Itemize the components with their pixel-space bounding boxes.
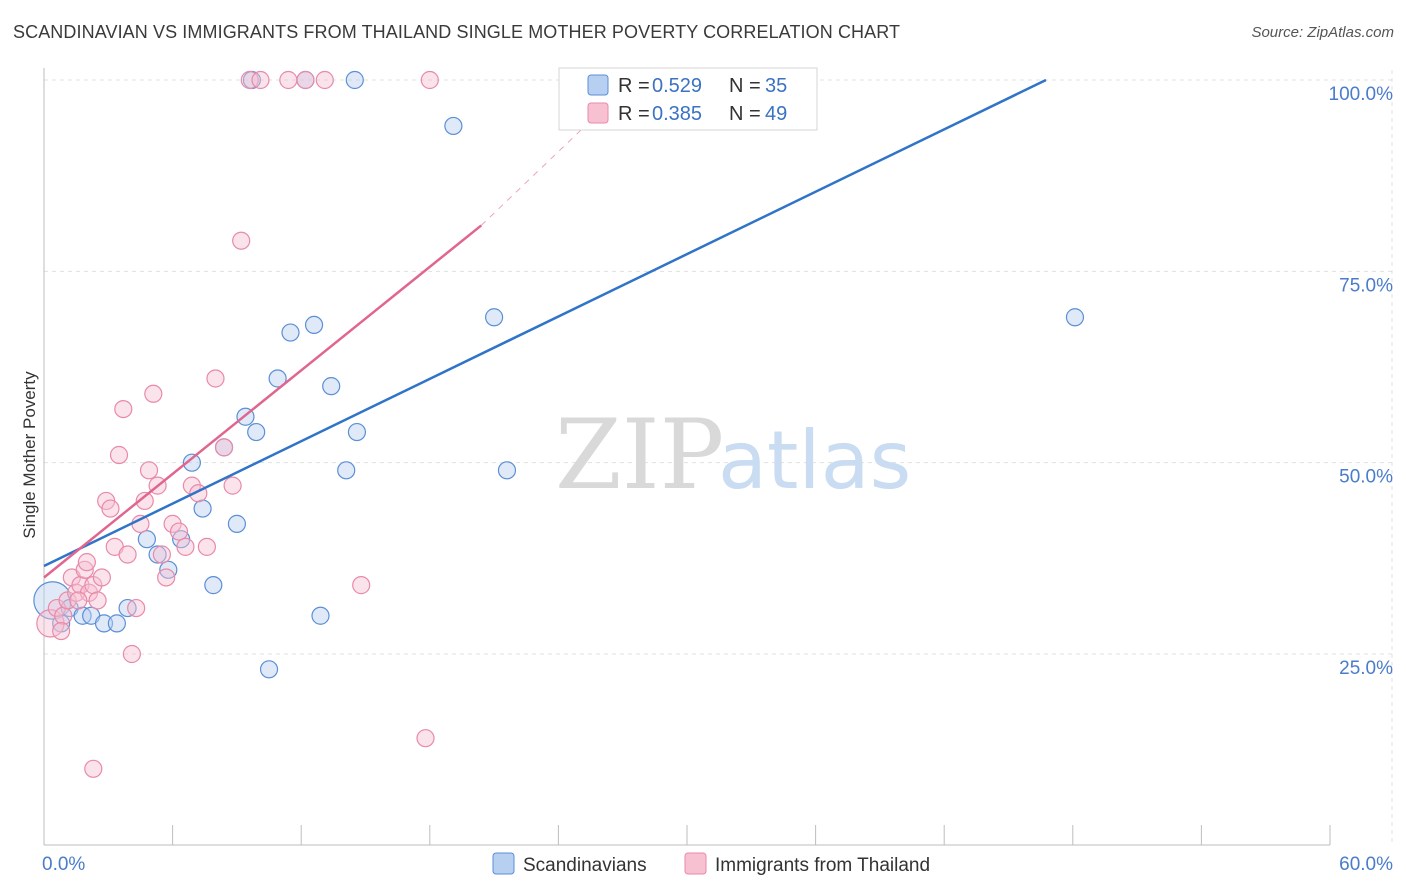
thailand-point	[88, 591, 107, 610]
scandinavian-point	[497, 461, 517, 480]
thailand-point	[296, 70, 315, 90]
legend-r-value: 0.529	[652, 75, 702, 97]
thailand-point	[54, 606, 73, 625]
y-tick-label: 25.0%	[1339, 658, 1393, 679]
thailand-point	[69, 591, 88, 610]
scandinavian-point	[311, 606, 330, 625]
scandinavian-point	[204, 576, 223, 595]
scandinavian-point	[227, 514, 246, 533]
thailand-point	[176, 537, 195, 556]
thailand-point	[169, 522, 189, 541]
scandinavian-point	[193, 499, 212, 518]
watermark: ZIP atlas	[555, 399, 911, 511]
y-tick-labels: 25.0% 50.0% 75.0% 100.0%	[1329, 84, 1394, 679]
thailand-point	[197, 537, 216, 556]
scandinavian-point	[148, 545, 167, 564]
thailand-point	[114, 399, 133, 419]
thailand-point	[214, 438, 234, 457]
legend-r-label: R =	[618, 103, 650, 125]
x-tick-label: 60.0%	[1339, 854, 1393, 875]
y-tick-label: 100.0%	[1329, 84, 1394, 105]
bottom-legend: Scandinavians Immigrants from Thailand	[492, 852, 930, 876]
thailand-point	[84, 759, 103, 778]
bottom-legend-label-thailand: Immigrants from Thailand	[715, 855, 930, 876]
thailand-point	[157, 568, 176, 587]
scandinavian-point	[304, 315, 324, 335]
thailand-point	[416, 729, 435, 748]
thailand-point	[223, 476, 242, 495]
legend: R = 0.529 N = 35 R = 0.385 N = 49	[558, 67, 818, 131]
thailand-point	[135, 491, 154, 511]
thailand-point	[152, 545, 171, 564]
thailand-point	[92, 568, 111, 587]
legend-r-label: R =	[618, 75, 650, 97]
series-immigrants-from-thailand	[36, 70, 439, 778]
bottom-legend-swatch-blue	[492, 852, 515, 875]
legend-swatch-blue	[587, 74, 609, 96]
scandinavian-point	[107, 614, 126, 633]
scandinavian-point	[444, 116, 463, 136]
trend-lines	[43, 78, 1047, 579]
thailand-point	[127, 598, 146, 618]
chart-title: SCANDINAVIAN VS IMMIGRANTS FROM THAILAND…	[13, 22, 901, 42]
thailand-point	[118, 545, 137, 564]
thailand-point	[251, 70, 270, 90]
thailand-point	[77, 553, 96, 572]
legend-n-value: 49	[765, 103, 787, 125]
legend-n-label: N =	[729, 103, 761, 125]
scandinavian-point	[281, 323, 300, 342]
legend-swatch-pink	[587, 102, 609, 124]
trend-line-scandinavians	[43, 78, 1047, 568]
scandinavian-point	[182, 453, 201, 472]
watermark-zip: ZIP	[555, 399, 724, 511]
scandinavian-point	[259, 660, 279, 679]
scandinavian-point	[322, 377, 341, 396]
trend-line-thailand	[43, 224, 483, 579]
x-tick-labels: 0.0% 60.0%	[42, 854, 1393, 875]
bottom-legend-swatch-pink	[684, 852, 707, 875]
thailand-point	[240, 70, 259, 90]
thailand-point	[279, 70, 298, 90]
x-tick-label: 0.0%	[42, 854, 85, 875]
thailand-point	[52, 621, 71, 641]
legend-r-value: 0.385	[652, 103, 702, 125]
thailand-point	[101, 499, 120, 518]
axes	[43, 68, 1331, 846]
scandinavian-point	[347, 422, 367, 442]
watermark-atlas: atlas	[718, 414, 911, 507]
scandinavian-point	[1065, 308, 1085, 327]
thailand-point	[420, 70, 439, 90]
legend-n-label: N =	[729, 75, 761, 97]
y-tick-label: 75.0%	[1339, 275, 1393, 296]
thailand-point	[206, 369, 225, 388]
scandinavian-point	[247, 422, 266, 442]
thailand-point	[144, 384, 163, 403]
thailand-point	[232, 231, 251, 250]
thailand-point	[352, 576, 371, 595]
thailand-point	[315, 70, 334, 90]
scandinavian-point	[94, 614, 114, 633]
trend-line-thailand-extension	[480, 110, 602, 226]
thailand-point	[139, 461, 159, 480]
source-label: Source: ZipAtlas.com	[1251, 24, 1394, 41]
scandinavian-point	[268, 369, 287, 388]
series-scandinavians	[33, 70, 1085, 679]
thailand-point	[109, 445, 129, 465]
legend-n-value: 35	[765, 75, 787, 97]
y-axis-label: Single Mother Poverty	[20, 371, 39, 539]
scandinavian-point	[345, 70, 364, 90]
thailand-point	[122, 644, 141, 664]
scandinavian-point	[137, 530, 156, 549]
scandinavian-point	[337, 461, 356, 480]
y-tick-label: 50.0%	[1339, 467, 1393, 488]
bottom-legend-label-scandinavians: Scandinavians	[523, 855, 647, 876]
scandinavian-point	[485, 308, 504, 327]
